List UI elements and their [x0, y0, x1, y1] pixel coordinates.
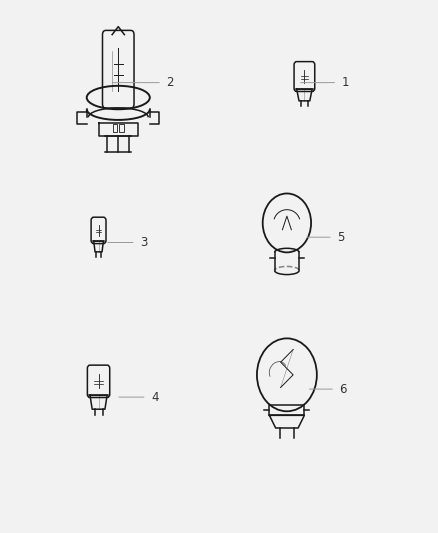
Bar [119, 124, 124, 132]
Text: 3: 3 [140, 236, 148, 249]
Bar [269, 405, 304, 415]
Text: 6: 6 [339, 383, 347, 395]
Text: 1: 1 [342, 76, 349, 89]
Text: 4: 4 [151, 391, 159, 403]
Text: 5: 5 [337, 231, 345, 244]
Bar [113, 124, 117, 132]
Text: 2: 2 [166, 76, 174, 89]
